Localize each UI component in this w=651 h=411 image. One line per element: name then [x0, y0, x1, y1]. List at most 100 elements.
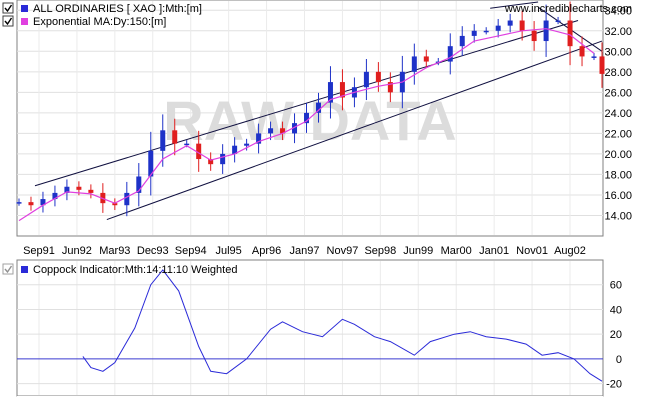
price-y-tick-label: 20.00 — [604, 149, 632, 161]
coppock-y-tick-label: 0 — [616, 354, 622, 366]
coppock-panel-frame — [16, 259, 604, 397]
candle-body — [292, 123, 298, 134]
candle-body — [280, 128, 286, 134]
x-tick-label: Jan01 — [479, 245, 509, 257]
price-y-tick-label: 32.00 — [604, 26, 632, 38]
coppock-y-tick-label: -20 — [606, 379, 622, 391]
candle-body — [447, 46, 453, 62]
candle-body — [76, 186, 82, 190]
x-tick-label: Dec93 — [137, 245, 169, 257]
candle-body — [220, 153, 226, 165]
candle-body — [567, 20, 573, 47]
website-label: www.incrediblecharts.com — [504, 3, 632, 15]
candle-body — [423, 56, 429, 62]
checkmark-icon — [4, 4, 13, 13]
x-tick-label: Nov01 — [516, 245, 548, 257]
x-tick-label: Jul95 — [215, 245, 241, 257]
x-tick-label: Sep91 — [23, 245, 55, 257]
legend-checkbox-ema[interactable] — [2, 15, 14, 27]
candle-body — [40, 199, 46, 206]
candle-body — [327, 82, 333, 103]
coppock-gridlines — [17, 284, 603, 385]
x-tick-label: Mar00 — [441, 245, 472, 257]
price-y-tick-label: 24.00 — [604, 108, 632, 120]
candle-body — [483, 30, 489, 33]
candle-body — [112, 203, 118, 206]
x-tick-label: Sep94 — [175, 245, 207, 257]
watermark: RAW DATA — [163, 89, 456, 152]
candle-body — [387, 82, 393, 93]
candle-body — [196, 143, 202, 160]
price-y-tick-label: 16.00 — [604, 190, 632, 202]
x-tick-label: Apr96 — [252, 245, 281, 257]
coppock-legend: Coppock Indicator:Mth:14:11:10 Weighted — [2, 263, 237, 276]
legend-label-coppock: Coppock Indicator:Mth:14:11:10 Weighted — [33, 264, 237, 276]
coppock-line — [82, 269, 603, 382]
coppock-y-tick-label: 60 — [610, 280, 622, 292]
candle-body — [172, 130, 178, 144]
legend-label-ema: Exponential MA:Dy:150:[m] — [33, 16, 166, 28]
candle-body — [363, 71, 369, 88]
candle-body — [411, 56, 417, 72]
candle-body — [315, 102, 321, 113]
candle-body — [268, 128, 274, 134]
x-tick-label: Aug02 — [554, 245, 586, 257]
candle-body — [495, 25, 501, 31]
candle-body — [339, 82, 345, 98]
legend-checkbox-coppock[interactable] — [2, 263, 14, 275]
candle-body — [148, 150, 154, 177]
bottom-strip — [17, 396, 603, 406]
candle-body — [375, 71, 381, 83]
ema-line — [18, 28, 595, 222]
candle-body — [507, 20, 513, 26]
candle-body — [160, 130, 166, 151]
price-x-gridlines — [38, 1, 571, 235]
checkmark-icon — [4, 17, 13, 26]
x-tick-label: Mar93 — [99, 245, 130, 257]
price-y-tick-label: 34.00 — [604, 5, 632, 17]
checkmark-icon — [4, 265, 13, 274]
coppock-y-tick-label: 40 — [610, 304, 622, 316]
coppock-y-axis: 60 40 20 0 -20 — [606, 280, 622, 391]
price-y-tick-label: 14.00 — [604, 210, 632, 222]
price-legend: ALL ORDINARIES [ XAO ]:Mth:[m] Exponenti… — [2, 2, 202, 28]
candle-body — [304, 112, 310, 124]
candle-body — [256, 133, 262, 144]
candle-body — [591, 56, 597, 58]
x-tick-label: Jun92 — [62, 245, 92, 257]
trend-line — [490, 1, 539, 9]
x-tick-label: Jan97 — [290, 245, 320, 257]
candle-body — [244, 143, 250, 146]
candle-body — [232, 145, 238, 154]
price-y-tick-label: 22.00 — [604, 128, 632, 140]
legend-checkbox-price[interactable] — [2, 2, 14, 14]
price-y-tick-label: 18.00 — [604, 169, 632, 181]
candle-body — [16, 202, 22, 204]
legend-swatch-price — [21, 5, 28, 12]
price-y-tick-label: 28.00 — [604, 67, 632, 79]
price-y-tick-label: 26.00 — [604, 87, 632, 99]
candle-body — [184, 143, 190, 146]
candle-body — [579, 46, 585, 57]
candle-body — [555, 20, 561, 23]
candle-body — [136, 176, 142, 193]
candle-body — [28, 202, 34, 206]
price-y-tick-label: 30.00 — [604, 46, 632, 58]
x-tick-label: Sep98 — [364, 245, 396, 257]
legend-label-price: ALL ORDINARIES [ XAO ]:Mth:[m] — [33, 3, 202, 15]
x-tick-label: Jun99 — [403, 245, 433, 257]
candle-body — [531, 30, 537, 42]
candle-body — [64, 186, 70, 193]
trend-line — [106, 40, 603, 221]
candle-body — [519, 20, 525, 31]
coppock-y-tick-label: 20 — [610, 329, 622, 341]
candle-body — [124, 192, 130, 206]
candle-body — [599, 56, 605, 74]
candle-body — [459, 35, 465, 47]
candle-body — [208, 159, 214, 165]
candle-body — [471, 30, 477, 36]
candle-body — [88, 189, 94, 193]
price-y-axis: 14.00 16.00 18.00 20.00 22.00 24.00 26.00 28.00… — [604, 5, 632, 222]
